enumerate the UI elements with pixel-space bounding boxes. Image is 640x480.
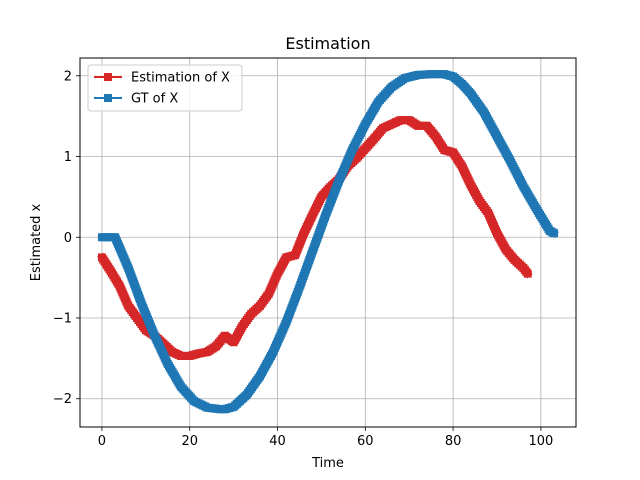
x-tick-label: 80 [445, 434, 462, 449]
legend-marker [104, 94, 112, 102]
y-tick-label: −1 [53, 311, 72, 326]
ticks: 0 20 40 60 80 100 −2 −1 0 1 2 [53, 69, 553, 449]
legend-marker [104, 73, 112, 81]
y-tick-label: 0 [64, 231, 72, 246]
grid [80, 58, 576, 427]
series-marker [523, 269, 532, 278]
legend-label: GT of X [131, 92, 178, 107]
x-tick-label: 0 [98, 434, 106, 449]
series-estimation-of-x [97, 116, 533, 360]
series-layer [97, 70, 559, 414]
plot-frame [79, 57, 577, 428]
x-tick-label: 60 [357, 434, 374, 449]
x-axis-label: Time [311, 456, 344, 471]
y-tick-label: 1 [64, 150, 72, 165]
legend: Estimation of X GT of X [87, 64, 243, 112]
y-tick-label: 2 [64, 69, 72, 84]
series-gt-of-x [97, 70, 559, 414]
legend-box [87, 64, 243, 112]
y-tick-label: −2 [53, 392, 72, 407]
x-tick-label: 20 [181, 434, 198, 449]
x-tick-label: 40 [269, 434, 286, 449]
series-marker [550, 229, 559, 238]
chart-title: Estimation [285, 34, 370, 53]
x-tick-label: 100 [528, 434, 553, 449]
legend-label: Estimation of X [131, 71, 230, 86]
y-axis-label: Estimated x [29, 203, 44, 281]
